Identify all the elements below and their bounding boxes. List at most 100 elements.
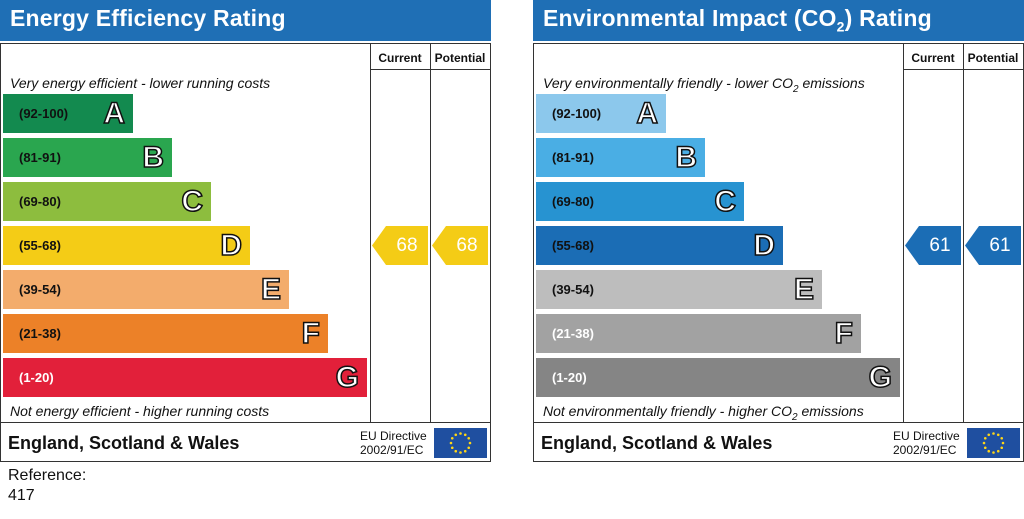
band-letter: A bbox=[636, 96, 659, 131]
flag-star bbox=[467, 436, 471, 440]
flag-star bbox=[450, 446, 454, 450]
country-label: England, Scotland & Wales bbox=[541, 433, 773, 453]
eu-flag-icon bbox=[434, 428, 487, 458]
current-rating-value: 61 bbox=[929, 235, 951, 256]
band-letter: A bbox=[103, 96, 126, 131]
potential-rating-arrow: 68 bbox=[432, 226, 488, 265]
flag-star bbox=[454, 449, 458, 453]
potential-column-header: Potential bbox=[967, 51, 1019, 65]
band-c: (69-80) C bbox=[3, 182, 211, 221]
band-d: (55-68) D bbox=[3, 226, 250, 265]
band-d: (55-68) D bbox=[536, 226, 783, 265]
flag-star bbox=[459, 451, 462, 454]
band-letter: E bbox=[260, 272, 282, 307]
current-rating-arrow: 61 bbox=[905, 226, 961, 265]
band-range: (69-80) bbox=[19, 194, 61, 209]
flag-star bbox=[983, 446, 987, 450]
band-f: (21-38) F bbox=[536, 314, 861, 353]
band-letter: G bbox=[868, 360, 893, 395]
current-column-header: Current bbox=[378, 51, 422, 65]
eu-flag-icon bbox=[967, 428, 1020, 458]
band-letter: D bbox=[220, 228, 243, 263]
band-e: (39-54) E bbox=[3, 270, 289, 309]
band-range: (81-91) bbox=[552, 150, 594, 165]
band-range: (21-38) bbox=[19, 326, 61, 341]
flag-star bbox=[467, 446, 471, 450]
current-column-header: Current bbox=[911, 51, 955, 65]
title-bar: Energy Efficiency Rating bbox=[0, 0, 491, 41]
band-letter: B bbox=[142, 140, 165, 175]
current-rating-value: 68 bbox=[396, 235, 418, 256]
band-letter: E bbox=[793, 272, 815, 307]
directive-number: 2002/91/EC bbox=[893, 443, 957, 457]
band-c: (69-80) C bbox=[536, 182, 744, 221]
band-range: (55-68) bbox=[552, 238, 594, 253]
band-range: (69-80) bbox=[552, 194, 594, 209]
band-letter: D bbox=[753, 228, 776, 263]
flag-star bbox=[996, 433, 1000, 437]
band-letter: C bbox=[181, 184, 204, 219]
flag-star bbox=[1000, 446, 1004, 450]
flag-star bbox=[468, 441, 472, 445]
band-letter: F bbox=[301, 316, 321, 351]
band-range: (55-68) bbox=[19, 238, 61, 253]
title-bar: Environmental Impact (CO2) Rating bbox=[533, 0, 1024, 41]
band-g: (1-20) G bbox=[3, 358, 367, 397]
band-b: (81-91) B bbox=[536, 138, 705, 177]
chart-frame: Current Potential Very energy efficient … bbox=[0, 43, 491, 462]
potential-rating-arrow: 61 bbox=[965, 226, 1021, 265]
band-range: (39-54) bbox=[19, 282, 61, 297]
flag-star bbox=[992, 432, 995, 435]
directive-line: EU Directive bbox=[360, 429, 427, 443]
reference-label: Reference: bbox=[8, 467, 87, 484]
flag-star bbox=[450, 436, 454, 440]
flag-star bbox=[987, 449, 991, 453]
band-range: (39-54) bbox=[552, 282, 594, 297]
top-description: Very energy efficient - lower running co… bbox=[10, 75, 271, 91]
flag-star bbox=[1001, 441, 1005, 445]
band-range: (92-100) bbox=[552, 106, 602, 121]
band-letter: B bbox=[675, 140, 698, 175]
flag-star bbox=[996, 449, 1000, 453]
band-b: (81-91) B bbox=[3, 138, 172, 177]
potential-column-header: Potential bbox=[434, 51, 486, 65]
current-rating-arrow: 68 bbox=[372, 226, 428, 265]
band-letter: G bbox=[335, 360, 360, 395]
flag-star bbox=[983, 436, 987, 440]
chart-title: Environmental Impact (CO2) Rating bbox=[543, 5, 932, 35]
potential-rating-value: 61 bbox=[989, 235, 1011, 256]
band-a: (92-100) A bbox=[3, 94, 133, 133]
bottom-description: Not environmentally friendly - higher CO… bbox=[543, 403, 864, 423]
eu-directive: EU Directive 2002/91/EC bbox=[360, 429, 427, 457]
band-letter: F bbox=[834, 316, 854, 351]
top-description: Very environmentally friendly - lower CO… bbox=[543, 75, 865, 95]
band-range: (81-91) bbox=[19, 150, 61, 165]
environmental-impact-chart: Environmental Impact (CO2) Rating Curren… bbox=[533, 0, 1024, 462]
energy-efficiency-chart: Energy Efficiency Rating Current Potenti… bbox=[0, 0, 491, 462]
directive-number: 2002/91/EC bbox=[360, 443, 424, 457]
reference: Reference: 417 bbox=[8, 466, 86, 506]
band-f: (21-38) F bbox=[3, 314, 328, 353]
flag-star bbox=[459, 432, 462, 435]
flag-star bbox=[463, 449, 467, 453]
flag-star bbox=[1000, 436, 1004, 440]
band-range: (92-100) bbox=[19, 106, 69, 121]
band-range: (1-20) bbox=[552, 370, 587, 385]
chart-title: Energy Efficiency Rating bbox=[10, 5, 286, 31]
potential-rating-value: 68 bbox=[456, 235, 478, 256]
flag-star bbox=[454, 433, 458, 437]
flag-star bbox=[463, 433, 467, 437]
flag-star bbox=[449, 441, 453, 445]
band-e: (39-54) E bbox=[536, 270, 822, 309]
country-label: England, Scotland & Wales bbox=[8, 433, 240, 453]
bottom-description: Not energy efficient - higher running co… bbox=[10, 403, 270, 419]
flag-star bbox=[992, 451, 995, 454]
band-g: (1-20) G bbox=[536, 358, 900, 397]
band-a: (92-100) A bbox=[536, 94, 666, 133]
reference-value: 417 bbox=[8, 487, 35, 504]
flag-star bbox=[982, 441, 986, 445]
eu-directive: EU Directive 2002/91/EC bbox=[893, 429, 960, 457]
directive-line: EU Directive bbox=[893, 429, 960, 443]
chart-frame: Current Potential Very environmentally f… bbox=[533, 43, 1024, 462]
band-range: (21-38) bbox=[552, 326, 594, 341]
